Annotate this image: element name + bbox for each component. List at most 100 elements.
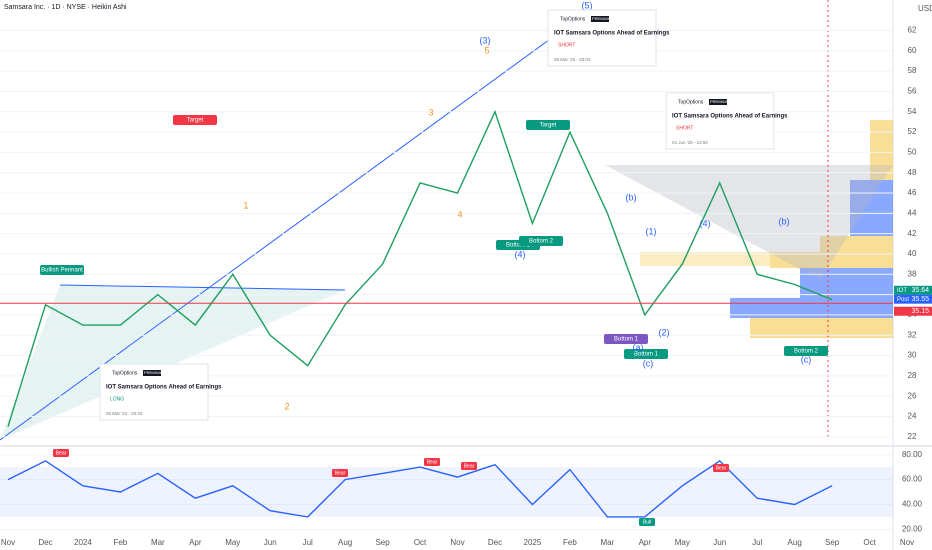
annotation-box [40, 265, 84, 275]
trend-line [59, 284, 346, 291]
annotation: (4) [700, 218, 711, 228]
signal: Bull [643, 519, 651, 525]
idea-title: IOT Samsara Options Ahead of Earnings [554, 31, 670, 37]
y-tick-label: 54 [908, 107, 917, 116]
price-line [7, 460, 833, 518]
y-tick-label: 32 [908, 330, 917, 339]
x-tick-label: Apr [639, 538, 652, 547]
signal: Bear [716, 465, 727, 471]
price-badge-value: 35.15 [911, 308, 929, 315]
currency: USD [918, 4, 932, 13]
y-tick-label: 50 [908, 147, 917, 156]
volume-profile [640, 120, 893, 338]
x-tick-label: Nov [450, 538, 464, 547]
price-badge [894, 294, 932, 304]
signal-box [332, 469, 348, 477]
idea-badge: PREMIUM [144, 370, 163, 375]
annotation: Bottom 1 [614, 337, 639, 343]
annotation-box [624, 349, 668, 359]
idea-author: TopOptions [112, 370, 138, 376]
pennant-zone [0, 285, 345, 440]
x-tick-label: Oct [414, 538, 427, 547]
signal: Bear [427, 459, 438, 465]
annotation: (b) [626, 192, 637, 202]
price-badge-value: 35.64 [911, 287, 929, 294]
idea-title: IOT Samsara Options Ahead of Earnings [106, 385, 222, 391]
x-tick-label: Dec [38, 538, 52, 547]
chart-title: Samsara Inc. · 1D · NYSE · Heikin Ashi [4, 4, 127, 11]
y-tick-label: 40 [908, 249, 917, 258]
annotation: Target [540, 123, 557, 129]
x-tick-label: Nov [900, 538, 914, 547]
price-badge-label: IOT [897, 288, 907, 294]
x-tick-label: Apr [189, 538, 202, 547]
annotation: Bottom 1 [506, 243, 531, 249]
annotation-box [784, 346, 828, 356]
price-line [7, 109, 833, 427]
y-tick-label: 42 [908, 229, 917, 238]
y-tick-label: 38 [908, 269, 917, 278]
annotation-box [604, 334, 648, 344]
price-badge-value: 35.55 [911, 296, 929, 303]
idea-badge: PREMIUM [592, 16, 611, 21]
annotation: 4 [457, 209, 462, 219]
idea-date: 05 Mar '24 - 20:43 [106, 411, 143, 416]
x-tick-label: 2024 [74, 538, 92, 547]
y-tick-label: 40.00 [902, 500, 923, 509]
signal-box [461, 462, 477, 470]
y-tick-label: 20.00 [902, 524, 923, 533]
idea-badge-bg [709, 99, 727, 105]
y-tick-label: 24 [908, 412, 917, 421]
annotation: (1) [646, 226, 657, 236]
x-tick-label: Sep [825, 538, 840, 547]
annotation: (a) [633, 342, 644, 352]
signal-box [424, 458, 440, 466]
price-badge-label: Post [897, 297, 909, 303]
idea-direction: SHORT [558, 42, 575, 48]
x-tick-label: Aug [788, 538, 802, 547]
idea-title: IOT Samsara Options Ahead of Earnings [672, 114, 788, 120]
annotation: 1 [243, 200, 248, 210]
y-tick-label: 60.00 [902, 475, 923, 484]
idea-badge-bg [591, 16, 609, 22]
annotation-box [526, 120, 570, 130]
x-tick-label: Sep [375, 538, 390, 547]
signal: Bear [335, 470, 346, 476]
idea-badge-bg [143, 370, 161, 376]
y-tick-label: 80.00 [902, 450, 923, 459]
y-tick-label: 26 [908, 391, 917, 400]
signal-box [53, 449, 69, 457]
y-tick-label: 28 [908, 371, 917, 380]
x-tick-label: Feb [563, 538, 577, 547]
y-tick-label: 46 [908, 188, 917, 197]
annotation-box [173, 115, 217, 125]
y-tick-label: 56 [908, 87, 917, 96]
annotation: (3) [480, 35, 491, 45]
annotation: 2 [284, 401, 289, 411]
price-badge [894, 285, 932, 295]
idea-direction: LONG [110, 396, 124, 402]
y-tick-label: 62 [908, 26, 917, 35]
x-tick-label: 2025 [524, 538, 542, 547]
idea-date: 04 Jun '25 - 14:50 [672, 140, 708, 145]
idea-author: TopOptions [560, 16, 586, 22]
annotation: (b) [779, 216, 790, 226]
rsi-band [0, 467, 893, 517]
annotation-box [519, 236, 563, 246]
x-tick-label: Dec [488, 538, 502, 547]
x-tick-label: May [225, 538, 240, 547]
trend-line [0, 9, 591, 441]
x-tick-label: Jun [713, 538, 726, 547]
signal-box [639, 518, 655, 526]
rsi-pane [0, 446, 893, 550]
y-tick-label: 58 [908, 66, 917, 75]
signal: Bear [464, 463, 475, 469]
y-tick-label: 60 [908, 46, 917, 55]
idea-card: TopOptions PREMIUM IOT Samsara Options Ahe… [665, 92, 788, 150]
signal: Bear [56, 450, 67, 456]
y-tick-label: 30 [908, 351, 917, 360]
annotation: (c) [643, 358, 654, 368]
y-tick-label: 48 [908, 168, 917, 177]
x-tick-label: Jul [303, 538, 313, 547]
